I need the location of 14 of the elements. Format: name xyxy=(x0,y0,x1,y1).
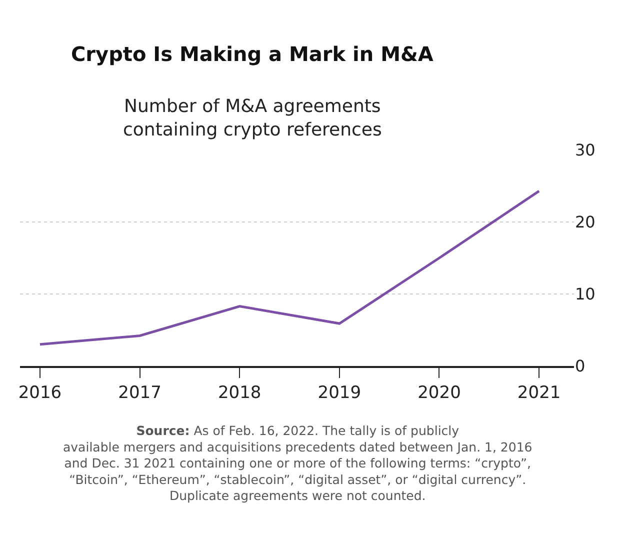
y-tick-label: 0 xyxy=(575,356,586,376)
x-tick-label: 2021 xyxy=(517,383,561,404)
x-tick-label: 2019 xyxy=(318,383,362,404)
y-tick-label: 30 xyxy=(575,140,596,160)
x-tick-label: 2020 xyxy=(418,383,461,404)
chart-subtitle: Number of M&A agreements containing crypto references xyxy=(123,96,382,140)
y-tick-label: 20 xyxy=(575,212,596,232)
source-note: Source: As of Feb. 16, 2022. The tally is of publicly available mergers and acquisitions precedents dated between Jan. 1, 2016 and Dec. 31 2021 containing one or more of the following terms: “crypto”, “Bitcoin”, “Ethereum”, “stablecoin”, “digital asset”, or “digital currency”. Duplicate agreements were not counted. xyxy=(63,423,532,503)
chart-title: Crypto Is Making a Mark in M&A xyxy=(71,42,434,66)
x-tick-label: 2018 xyxy=(218,383,262,404)
line-series xyxy=(38,190,540,346)
y-tick-label: 10 xyxy=(575,284,596,304)
x-tick-label: 2017 xyxy=(118,383,162,404)
x-tick-label: 2016 xyxy=(18,383,62,404)
